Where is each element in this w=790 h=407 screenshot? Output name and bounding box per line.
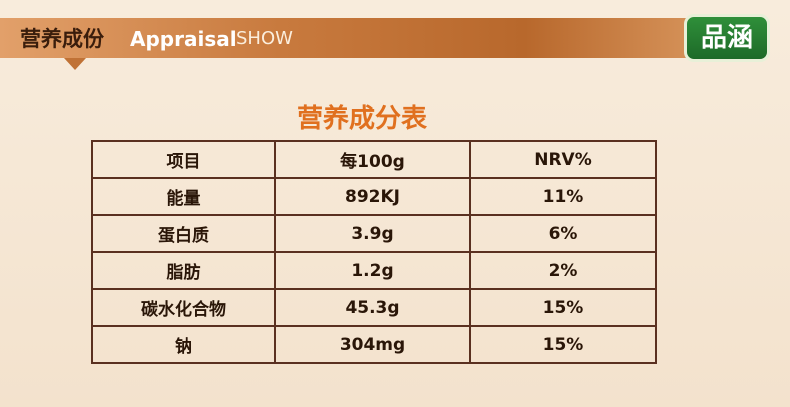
table-row: 碳水化合物 45.3g 15% [91,288,657,327]
table-row: 钠 304mg 15% [91,325,657,364]
table-cell: 6% [469,214,657,253]
table-cell: NRV% [469,140,657,179]
header-row: 项目 每100g NRV% [91,140,657,179]
table-cell: 15% [469,325,657,364]
table-cell: 1.2g [274,251,471,290]
table-cell: 项目 [91,140,276,179]
table-cell: 2% [469,251,657,290]
table-cell: 3.9g [274,214,471,253]
table-cell: 蛋白质 [91,214,276,253]
table-cell: 45.3g [274,288,471,327]
header-subtitle: Appraisal [130,27,237,51]
table-row: 能量 892KJ 11% [91,177,657,216]
nutrition-table: 项目 每100g NRV% 能量 892KJ 11% 蛋白质 3.9g 6% 脂肪 1.2g 2% 碳水… [91,140,657,364]
table-cell: 每100g [274,140,471,179]
table-cell: 能量 [91,177,276,216]
table-title: 营养成分表 [296,104,427,134]
header-band [0,18,700,58]
table-cell: 304mg [274,325,471,364]
table-cell: 碳水化合物 [91,288,276,327]
header-notch [64,58,86,70]
header-tag: SHOW [236,28,293,49]
header-title: 营养成份 [20,27,104,51]
table-cell: 892KJ [274,177,471,216]
table-row: 蛋白质 3.9g 6% [91,214,657,253]
table-cell: 脂肪 [91,251,276,290]
table-cell: 15% [469,288,657,327]
table-cell: 11% [469,177,657,216]
table-cell: 钠 [91,325,276,364]
logo: 品涵 [684,14,770,62]
table-row: 脂肪 1.2g 2% [91,251,657,290]
